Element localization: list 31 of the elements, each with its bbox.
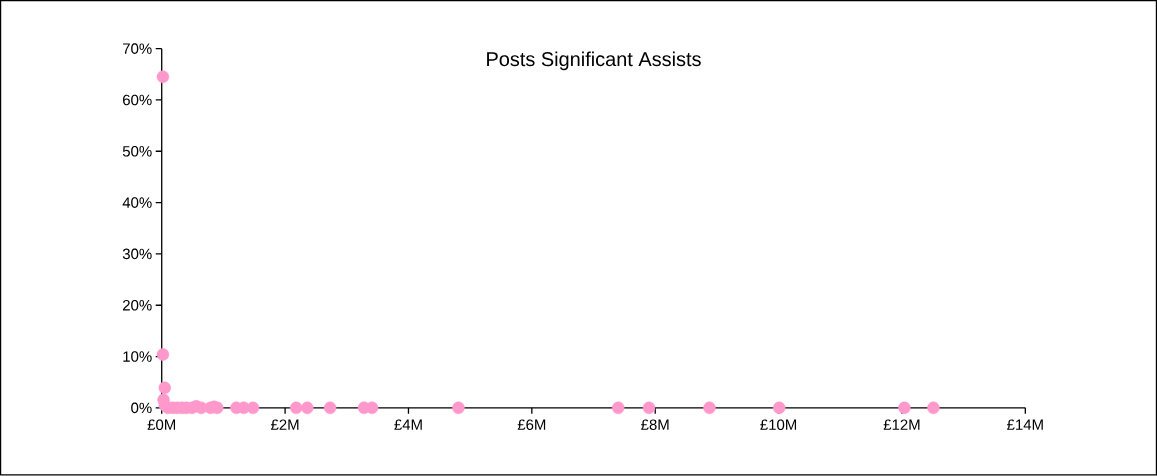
point <box>301 401 314 415</box>
y-tick-label: 50% <box>122 146 152 157</box>
point <box>246 401 260 415</box>
point <box>158 381 172 395</box>
point <box>927 401 940 415</box>
x-tick-label: £4M <box>394 419 422 431</box>
y-tick-label: 40% <box>122 197 152 209</box>
point <box>772 401 786 415</box>
point <box>323 401 337 415</box>
point <box>156 348 170 361</box>
y-tick-label: 20% <box>123 300 152 311</box>
x-tick-label: £14M <box>1007 419 1043 431</box>
x-tick-label: £0M <box>147 419 176 431</box>
y-tick-label: 0% <box>131 402 152 414</box>
y-tick-label: 30% <box>122 248 152 260</box>
x-tick-label: £8M <box>641 419 669 431</box>
y-tick-label: 70% <box>123 43 152 55</box>
point <box>703 401 716 415</box>
point <box>289 401 303 415</box>
point <box>898 401 911 415</box>
point <box>452 401 465 415</box>
y-tick-label: 10% <box>123 351 152 363</box>
chart-title: Posts Significant Assists <box>487 51 701 71</box>
x-tick-label: £6M <box>517 419 546 431</box>
x-tick-label: £2M <box>270 419 299 431</box>
point <box>642 401 656 415</box>
point <box>156 70 170 84</box>
x-tick-label: £10M <box>760 419 797 431</box>
y-tick-label: 60% <box>123 94 152 106</box>
point <box>611 401 625 415</box>
x-tick-label: £12M <box>883 419 920 431</box>
